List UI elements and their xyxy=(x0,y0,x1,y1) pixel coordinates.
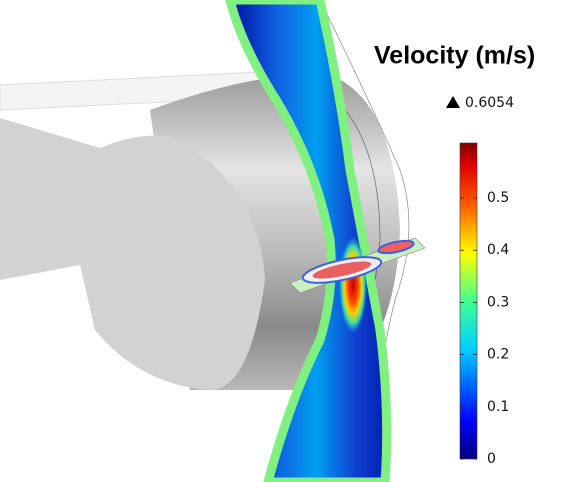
max-marker xyxy=(446,96,460,108)
color-bar xyxy=(459,142,478,460)
legend-title: Velocity (m/s) xyxy=(374,42,535,70)
model xyxy=(0,0,426,482)
tick-label: 0.4 xyxy=(487,242,509,258)
tick-label: 0.2 xyxy=(487,347,509,363)
tick-label: 0.3 xyxy=(487,294,509,310)
tick-label: 0.5 xyxy=(487,190,509,206)
color-bar-ticks: 0 0.1 0.2 0.3 0.4 0.5 xyxy=(460,190,509,467)
tick-label: 0.1 xyxy=(487,399,509,415)
max-label: 0.6054 xyxy=(465,95,514,111)
tick-label: 0 xyxy=(487,451,496,467)
